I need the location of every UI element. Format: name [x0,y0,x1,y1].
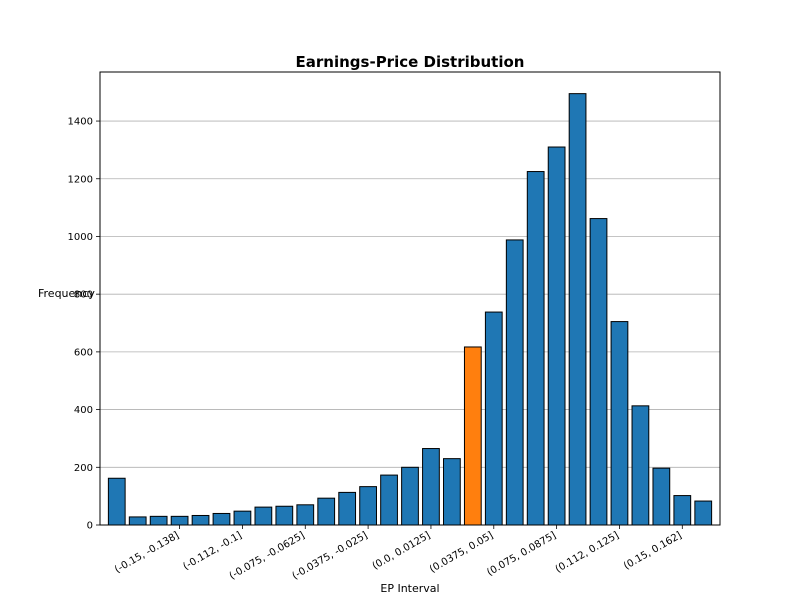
bar [401,466,419,526]
y-axis-title: Frequency [38,287,95,300]
bar [547,146,566,526]
bar [317,497,336,526]
bar [107,477,126,526]
y-tick-label: 1400 [68,117,93,128]
bar [443,458,461,526]
bar [233,510,252,526]
bar [275,505,294,526]
bar [254,506,273,526]
bar [652,467,671,526]
y-tick-label: 1000 [68,232,93,243]
bar [422,448,440,526]
y-tick-label: 600 [74,347,93,358]
bars-layer [107,93,713,526]
bar [149,515,168,526]
bar [568,93,587,526]
bar [296,504,315,526]
bar [505,239,524,526]
bar [526,171,545,526]
bar [359,486,377,526]
bar [610,321,629,526]
plot-frame [99,71,721,526]
x-axis-title: EP Interval [380,582,439,595]
y-tick-label: 1200 [68,174,93,185]
x-tick-label: (0.0, 0.0125] [371,530,433,572]
y-tick-label: 200 [74,463,93,474]
x-tick-label: (0.112, 0.125] [554,530,621,575]
bar [191,514,210,526]
bar [128,516,147,526]
bar [694,500,713,526]
x-tick-label: (-0.15, -0.138] [113,530,181,576]
x-tick-label: (-0.112, -0.1] [181,530,244,573]
x-tick-label: (0.15, 0.162] [622,530,684,572]
y-tick-label: 0 [87,521,93,532]
chart-title: Earnings-Price Distribution [296,53,525,71]
bar [631,405,650,526]
bar [673,495,692,526]
bar [170,515,189,526]
y-tick-label: 400 [74,405,93,416]
bar [338,491,357,526]
x-tick-label: (0.075, 0.0875] [485,530,558,578]
axes-layer [96,71,721,529]
bar [484,311,503,526]
bar [380,474,398,526]
bar-highlighted [463,346,482,526]
bar [589,218,608,526]
y-tick-label: 800 [74,290,93,301]
bar [212,512,231,526]
